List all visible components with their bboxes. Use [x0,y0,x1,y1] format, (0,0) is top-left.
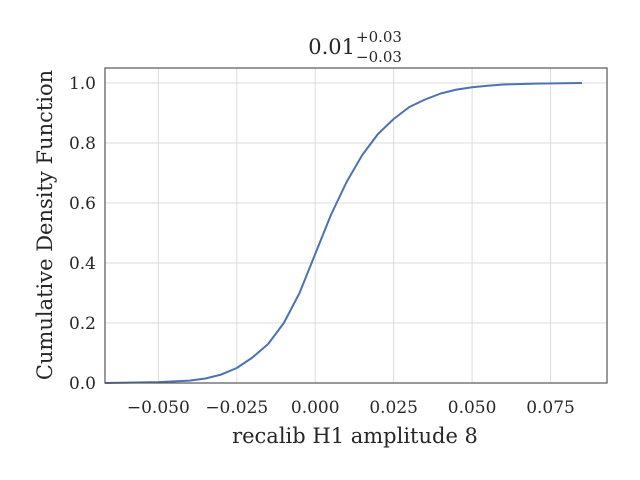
x-tick-label: 0.025 [369,398,418,418]
y-tick-label: 0.6 [69,194,96,214]
y-tick-labels: 0.0 0.2 0.4 0.6 0.8 1.0 [69,74,96,394]
title-value: 0.01 [308,35,355,59]
x-tick-labels: −0.050 −0.025 0.000 0.025 0.050 0.075 [127,398,575,418]
x-axis-label: recalib H1 amplitude 8 [232,424,478,448]
y-tick-label: 0.2 [69,314,96,334]
grid-lines [105,68,607,384]
y-tick-label: 0.8 [69,134,96,154]
x-tick-label: −0.050 [127,398,190,418]
x-tick-label: 0.000 [291,398,340,418]
x-tick-label: 0.075 [526,398,575,418]
y-axis-label: Cumulative Density Function [33,70,57,380]
chart-title: 0.01 +0.03 −0.03 [308,28,402,66]
y-tick-label: 0.4 [69,254,96,274]
plot-frame [104,67,608,384]
title-lower-error: −0.03 [356,48,402,66]
cdf-line [104,82,582,384]
y-tick-label: 0.0 [69,374,96,394]
y-tick-label: 1.0 [69,74,96,94]
title-upper-error: +0.03 [356,28,402,46]
series-layer [104,82,582,384]
x-tick-label: −0.025 [205,398,268,418]
x-tick-label: 0.050 [448,398,497,418]
